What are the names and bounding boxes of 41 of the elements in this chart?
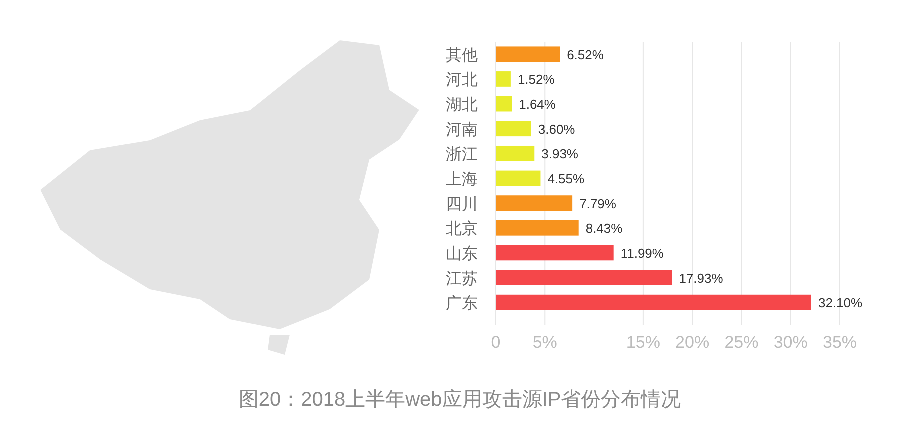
bar — [496, 72, 511, 87]
bar — [496, 121, 532, 137]
x-tick-label: 30% — [774, 333, 808, 352]
data-label: 8.43% — [586, 221, 624, 236]
bar — [496, 146, 535, 162]
x-tick-label: 25% — [724, 333, 759, 352]
bar — [496, 96, 512, 112]
bar — [496, 196, 573, 212]
x-tick-label: 35% — [822, 333, 858, 352]
data-label: 17.93% — [679, 270, 724, 286]
data-label: 3.93% — [542, 146, 579, 162]
y-tick-label: 北京 — [446, 220, 478, 238]
bar — [496, 220, 579, 236]
bar — [496, 46, 560, 62]
bar — [496, 170, 541, 186]
y-tick-label: 河北 — [446, 71, 478, 90]
y-tick-label: 江苏 — [446, 270, 478, 288]
data-label: 11.99% — [620, 246, 664, 261]
x-tick-label: 15% — [626, 333, 660, 352]
x-tick-label: 0 — [491, 333, 501, 352]
data-label: 1.64% — [519, 97, 556, 112]
y-tick-label: 浙江 — [446, 146, 478, 164]
x-tick-label: 20% — [676, 333, 710, 352]
data-label: 32.10% — [818, 296, 864, 311]
y-tick-label: 其他 — [446, 46, 478, 64]
data-label: 6.52% — [567, 47, 604, 62]
y-tick-label: 河南 — [446, 120, 478, 139]
bar — [496, 294, 812, 310]
y-tick-label: 广东 — [446, 294, 478, 313]
bar — [496, 245, 614, 261]
y-tick-label: 湖北 — [446, 96, 478, 114]
data-label: 3.60% — [538, 122, 576, 137]
data-label: 4.55% — [548, 172, 586, 186]
x-tick-label: 5% — [532, 333, 558, 352]
text: 图20：2018上半年web应用攻击源IP省份分布情况 — [238, 389, 682, 411]
data-label: 1.52% — [518, 72, 556, 88]
y-tick-label: 四川 — [446, 195, 478, 214]
y-tick-label: 上海 — [446, 170, 478, 188]
bar — [496, 270, 672, 286]
y-tick-label: 山东 — [446, 244, 478, 263]
data-label: 7.79% — [580, 196, 617, 212]
